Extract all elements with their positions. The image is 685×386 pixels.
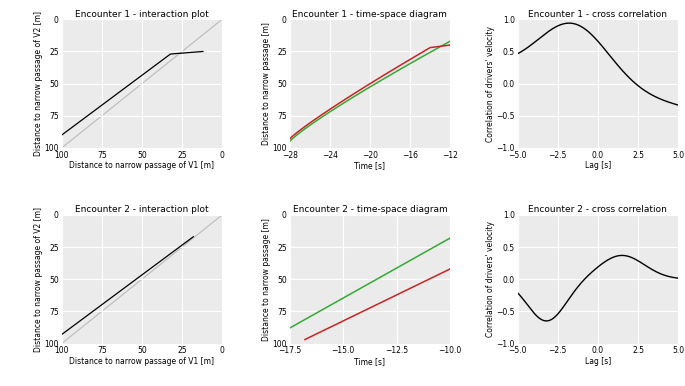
Title: Encounter 2 - cross correlation: Encounter 2 - cross correlation [528, 205, 667, 214]
Title: Encounter 2 - interaction plot: Encounter 2 - interaction plot [75, 205, 209, 214]
Title: Encounter 1 - cross correlation: Encounter 1 - cross correlation [528, 10, 667, 19]
X-axis label: Distance to narrow passage of V1 [m]: Distance to narrow passage of V1 [m] [69, 161, 214, 170]
Y-axis label: Correlation of drivers' velocity: Correlation of drivers' velocity [486, 25, 495, 142]
X-axis label: Distance to narrow passage of V1 [m]: Distance to narrow passage of V1 [m] [69, 357, 214, 366]
Title: Encounter 1 - interaction plot: Encounter 1 - interaction plot [75, 10, 209, 19]
Title: Encounter 2 - time-space diagram: Encounter 2 - time-space diagram [292, 205, 447, 214]
Y-axis label: Distance to narrow passage of V2 [m]: Distance to narrow passage of V2 [m] [34, 11, 43, 156]
Title: Encounter 1 - time-space diagram: Encounter 1 - time-space diagram [292, 10, 447, 19]
Y-axis label: Distance to narrow passage [m]: Distance to narrow passage [m] [262, 218, 271, 340]
Y-axis label: Correlation of drivers' velocity: Correlation of drivers' velocity [486, 221, 495, 337]
Y-axis label: Distance to narrow passage [m]: Distance to narrow passage [m] [262, 22, 271, 145]
Y-axis label: Distance to narrow passage of V2 [m]: Distance to narrow passage of V2 [m] [34, 207, 43, 352]
X-axis label: Time [s]: Time [s] [354, 357, 386, 366]
X-axis label: Lag [s]: Lag [s] [585, 161, 611, 170]
X-axis label: Lag [s]: Lag [s] [585, 357, 611, 366]
X-axis label: Time [s]: Time [s] [354, 161, 386, 170]
